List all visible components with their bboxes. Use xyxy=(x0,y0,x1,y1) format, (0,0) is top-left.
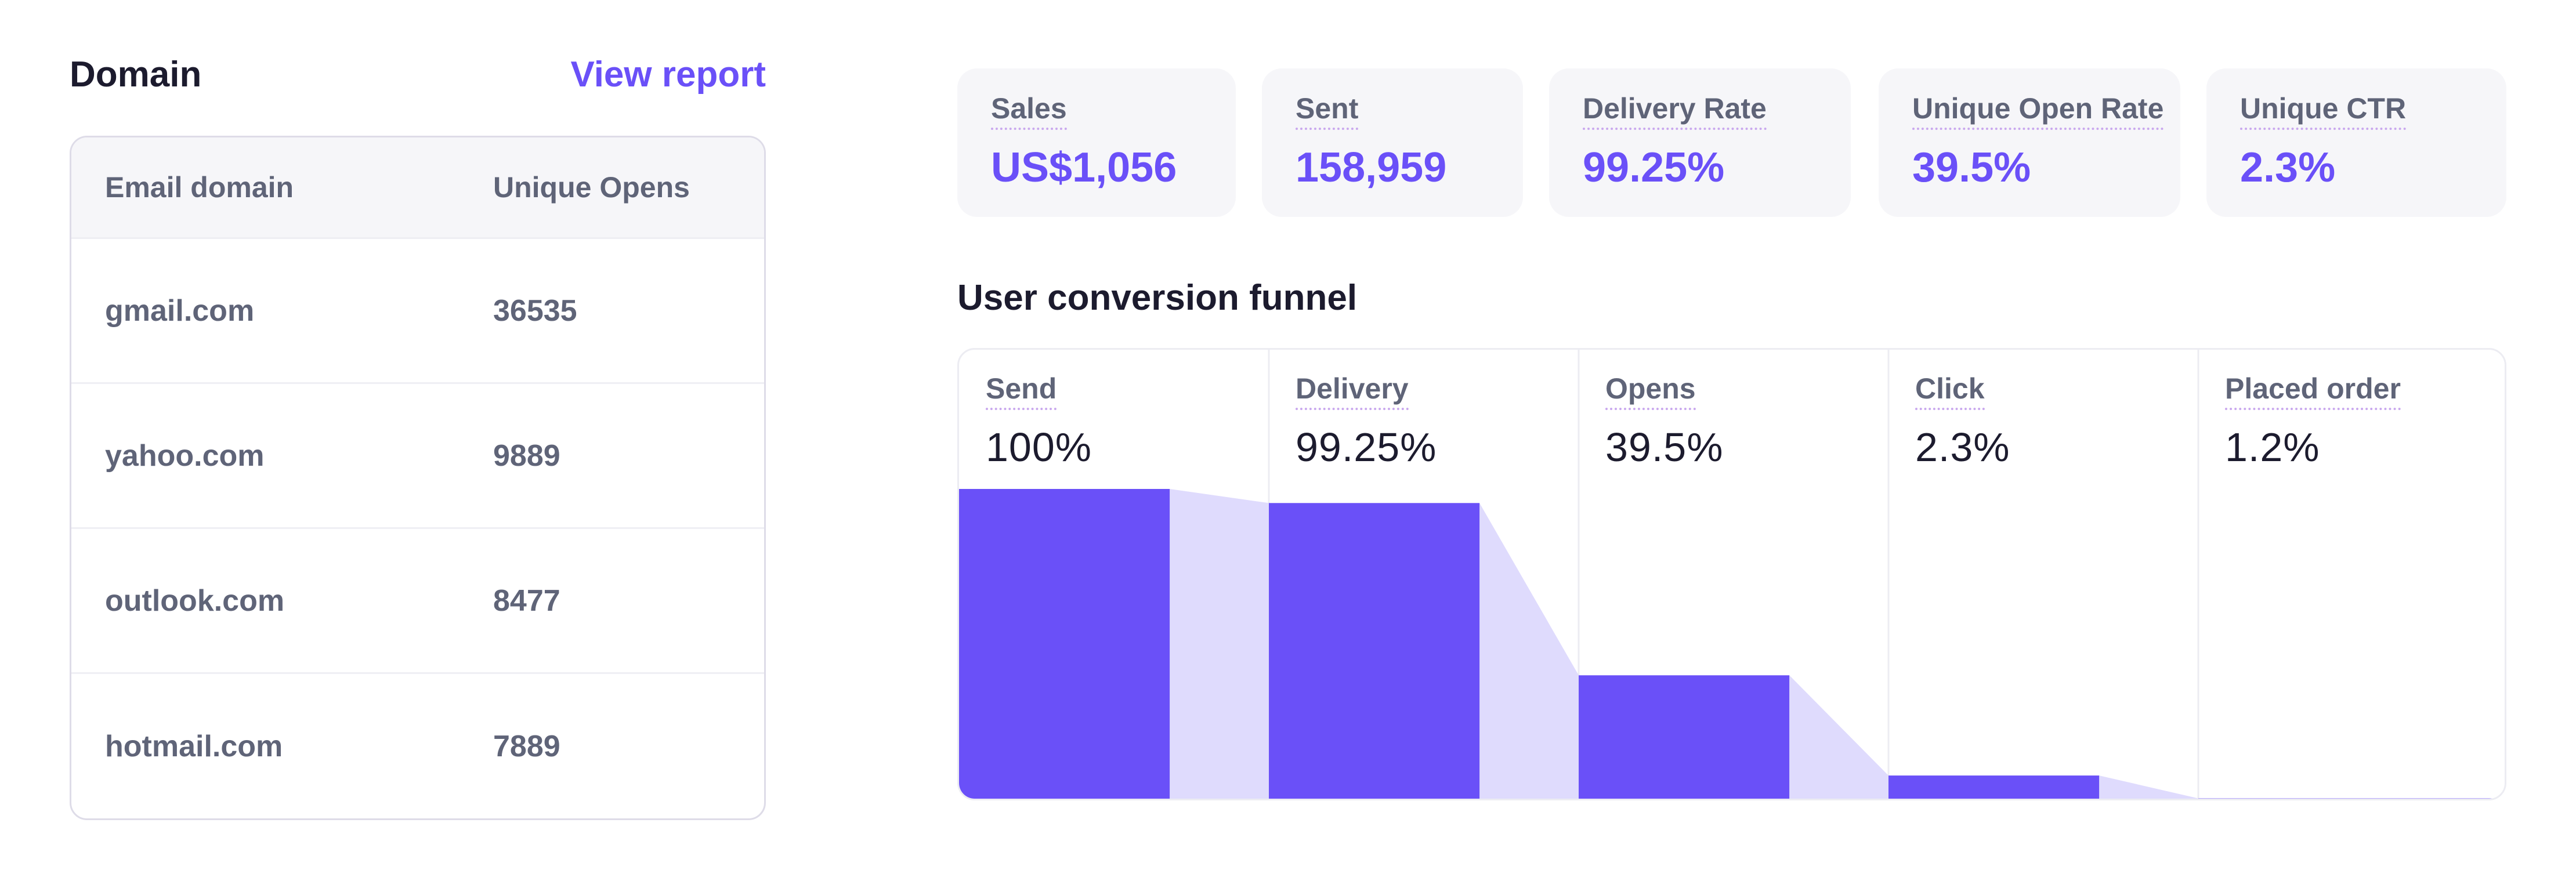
stat-label-sent[interactable]: Sent xyxy=(1296,92,1359,130)
funnel-connector xyxy=(1479,503,1579,799)
domain-table: Email domain Unique Opens gmail.com 3653… xyxy=(70,136,766,820)
funnel-stage-placed-order: Placed order 1.2% xyxy=(2225,372,2401,470)
funnel-connector xyxy=(1170,489,1269,799)
stat-card-sent: Sent 158,959 xyxy=(1262,68,1523,217)
funnel-connector xyxy=(1789,675,1888,799)
funnel-stage-send: Send 100% xyxy=(986,372,1092,470)
stat-value-sent: 158,959 xyxy=(1296,144,1447,191)
domain-cell: yahoo.com xyxy=(105,438,265,473)
domain-cell: outlook.com xyxy=(105,583,285,618)
funnel-stage-label-click[interactable]: Click xyxy=(1915,372,1985,410)
stat-card-unique-open-rate: Unique Open Rate 39.5% xyxy=(1879,68,2180,217)
stat-value-delivery-rate: 99.25% xyxy=(1583,144,1725,191)
view-report-link[interactable]: View report xyxy=(570,54,766,95)
conversion-funnel-chart: Send 100% Delivery 99.25% Opens 39.5% Click 2.3… xyxy=(957,348,2506,800)
opens-cell: 9889 xyxy=(493,438,560,473)
stat-card-sales: Sales US$1,056 xyxy=(957,68,1236,217)
funnel-stage-label-opens[interactable]: Opens xyxy=(1605,372,1696,410)
opens-cell: 7889 xyxy=(493,730,560,763)
funnel-stage-pct-opens: 39.5% xyxy=(1605,425,1724,470)
stat-card-delivery-rate: Delivery Rate 99.25% xyxy=(1549,68,1851,217)
stat-label-sales[interactable]: Sales xyxy=(991,92,1067,130)
stat-card-unique-ctr: Unique CTR 2.3% xyxy=(2206,68,2506,217)
table-row[interactable]: gmail.com 36535 xyxy=(71,239,764,384)
stat-label-unique-ctr[interactable]: Unique CTR xyxy=(2240,92,2407,130)
funnel-stage-pct-placed-order: 1.2% xyxy=(2225,425,2320,470)
domain-cell: gmail.com xyxy=(105,293,255,328)
funnel-stage-pct-click: 2.3% xyxy=(1915,425,2010,470)
funnel-stage-label-delivery[interactable]: Delivery xyxy=(1296,372,1409,410)
funnel-stage-opens: Opens 39.5% xyxy=(1605,372,1723,470)
domain-title: Domain xyxy=(70,54,202,95)
funnel-stage-pct-send: 100% xyxy=(986,425,1092,470)
stat-label-unique-open-rate[interactable]: Unique Open Rate xyxy=(1912,92,2164,130)
funnel-connector xyxy=(2099,775,2198,799)
funnel-bar-send[interactable] xyxy=(959,489,1170,800)
stat-value-sales: US$1,056 xyxy=(991,144,1177,191)
funnel-bar-click[interactable] xyxy=(1888,775,2100,800)
funnel-stage-label-placed-order[interactable]: Placed order xyxy=(2225,372,2401,410)
opens-cell: 36535 xyxy=(493,293,577,328)
stat-value-unique-ctr: 2.3% xyxy=(2240,144,2336,191)
domain-header: Domain View report xyxy=(70,51,766,97)
table-row[interactable]: yahoo.com 9889 xyxy=(71,384,764,529)
funnel-stage-click: Click 2.3% xyxy=(1915,372,2010,470)
funnel-stage-delivery: Delivery 99.25% xyxy=(1296,372,1437,470)
funnel-stage-pct-delivery: 99.25% xyxy=(1296,425,1437,470)
funnel-title: User conversion funnel xyxy=(957,278,1358,318)
funnel-stage-label-send[interactable]: Send xyxy=(986,372,1057,410)
table-row[interactable]: outlook.com 8477 xyxy=(71,529,764,674)
funnel-bar-opens[interactable] xyxy=(1579,675,1790,800)
funnel-bar-placed-order[interactable] xyxy=(2198,798,2502,800)
table-header-row: Email domain Unique Opens xyxy=(71,137,764,239)
domain-cell: hotmail.com xyxy=(105,730,283,763)
table-row[interactable]: hotmail.com 7889 xyxy=(71,674,764,818)
funnel-svg xyxy=(959,350,2502,800)
stat-value-unique-open-rate: 39.5% xyxy=(1912,144,2031,191)
column-header-email-domain[interactable]: Email domain xyxy=(105,171,294,204)
funnel-bar-delivery[interactable] xyxy=(1269,503,1480,800)
column-header-unique-opens[interactable]: Unique Opens xyxy=(493,171,690,204)
stat-label-delivery-rate[interactable]: Delivery Rate xyxy=(1583,92,1767,130)
opens-cell: 8477 xyxy=(493,583,560,618)
